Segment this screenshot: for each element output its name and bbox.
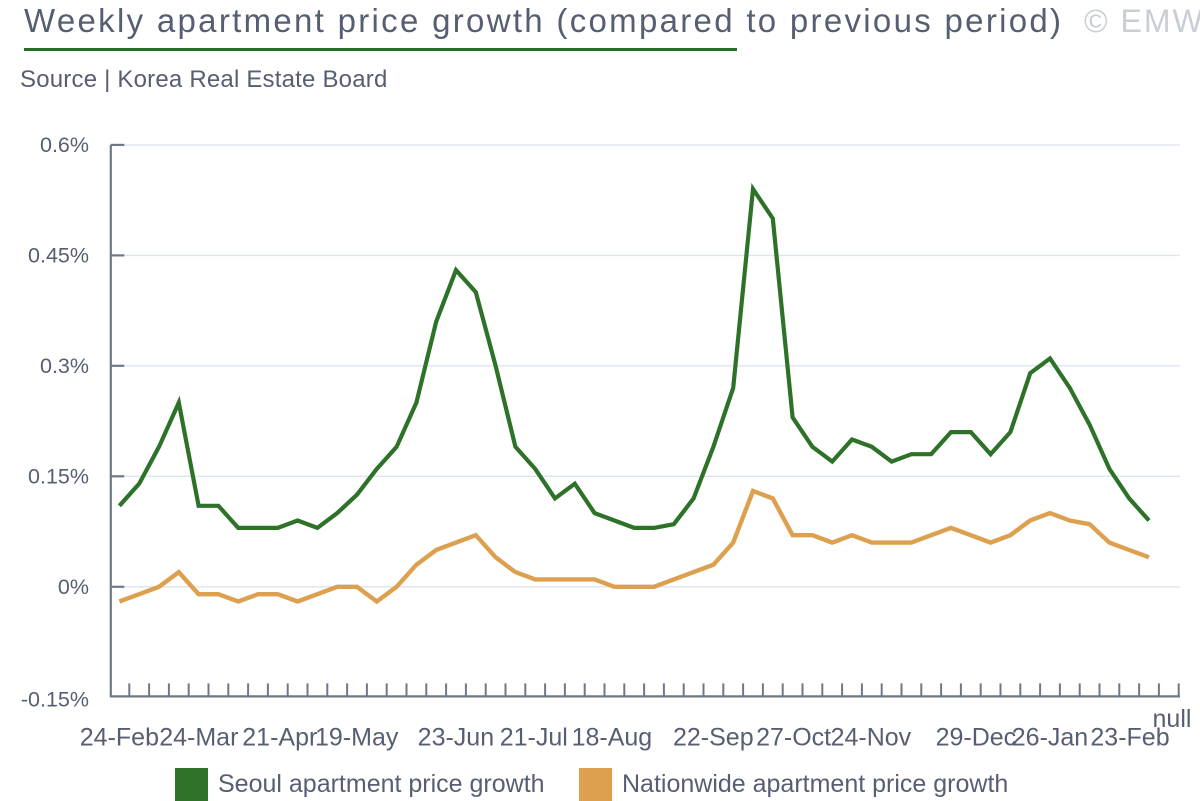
svg-text:0.3%: 0.3% xyxy=(40,354,89,378)
svg-text:24-Nov: 24-Nov xyxy=(831,724,912,752)
svg-text:24-Mar: 24-Mar xyxy=(159,724,238,752)
svg-text:27-Oct: 27-Oct xyxy=(756,724,831,752)
svg-text:-0.15%: -0.15% xyxy=(21,687,89,711)
svg-text:22-Sep: 22-Sep xyxy=(673,724,754,752)
svg-text:0.45%: 0.45% xyxy=(28,243,89,267)
svg-text:21-Apr: 21-Apr xyxy=(242,724,317,752)
svg-text:23-Jun: 23-Jun xyxy=(418,724,494,752)
svg-text:19-May: 19-May xyxy=(315,724,399,752)
svg-text:0.6%: 0.6% xyxy=(40,133,89,157)
svg-text:18-Aug: 18-Aug xyxy=(572,724,653,752)
svg-text:0%: 0% xyxy=(58,575,89,599)
svg-text:29-Dec: 29-Dec xyxy=(936,724,1017,752)
svg-text:21-Jul: 21-Jul xyxy=(500,724,568,752)
svg-text:0.15%: 0.15% xyxy=(28,464,89,488)
svg-text:24-Feb: 24-Feb xyxy=(80,724,159,752)
svg-text:null: null xyxy=(1153,705,1192,733)
svg-text:26-Jan: 26-Jan xyxy=(1012,724,1088,752)
svg-text:23-Feb: 23-Feb xyxy=(1090,724,1169,752)
